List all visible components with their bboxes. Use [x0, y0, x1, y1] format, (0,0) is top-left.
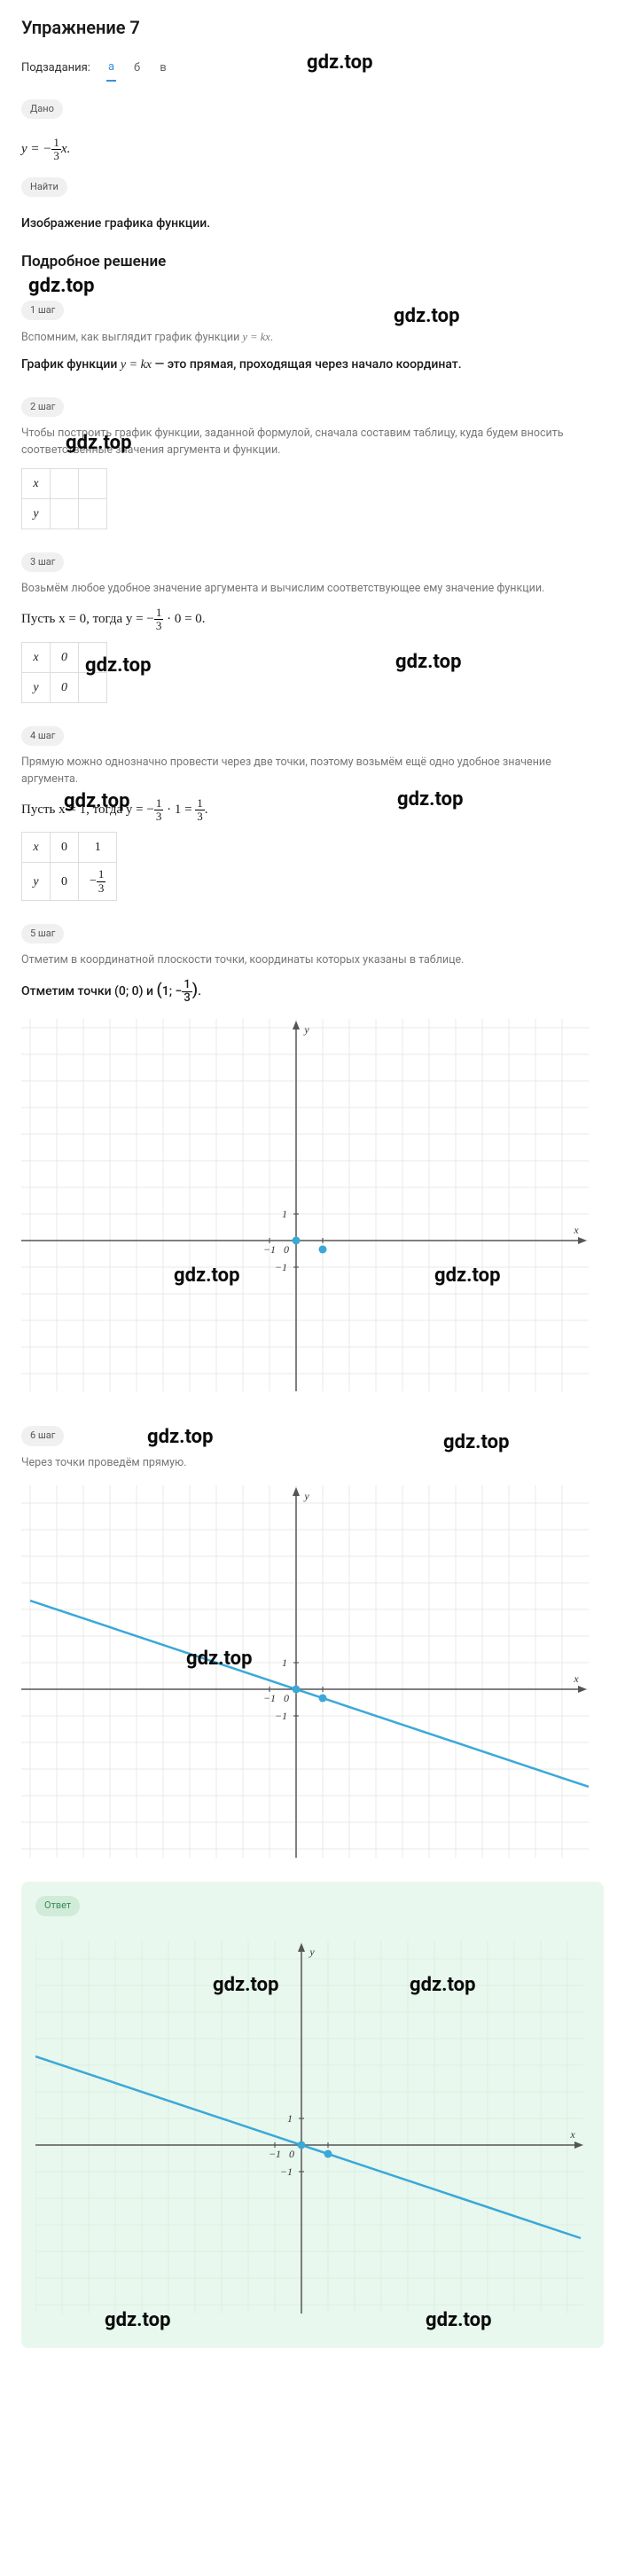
svg-text:1: 1 [282, 1208, 287, 1220]
watermark: gdz.top [147, 1422, 213, 1452]
step-5-desc: Отметим в координатной плоскости точки, … [21, 952, 604, 969]
answer-block: Ответ 1−11−10xy [21, 1882, 604, 2348]
step-2-desc: Чтобы построить график функции, заданной… [21, 426, 604, 459]
step-4-badge: 4 шаг [21, 726, 64, 747]
step-5-bold: Отметим точки (0; 0) и (1; −13). [21, 978, 604, 1005]
answer-label: Ответ [35, 1896, 80, 1916]
step-3-table: x0 y0 [21, 642, 107, 703]
step-5-badge: 5 шаг [21, 924, 64, 944]
svg-text:0: 0 [284, 1692, 289, 1704]
watermark: gdz.top [395, 647, 461, 677]
svg-text:1: 1 [282, 1656, 287, 1669]
watermark: gdz.top [394, 301, 459, 331]
page-title: Упражнение 7 [21, 14, 604, 41]
step-3-badge: 3 шаг [21, 552, 64, 573]
svg-text:1: 1 [287, 2112, 293, 2125]
svg-text:0: 0 [284, 1243, 289, 1256]
table-row: x01 [22, 833, 117, 863]
subtasks-label: Подзадания: [21, 59, 90, 77]
subtasks-row: Подзадания: а б в [21, 55, 604, 82]
table-row: x [22, 468, 107, 498]
step-1-desc: Вспомним, как выглядит график функции y … [21, 329, 604, 347]
given-label: Дано [21, 99, 63, 120]
graph-2: 1−11−10xy [21, 1485, 604, 1864]
svg-text:x: x [569, 2128, 575, 2141]
watermark: gdz.top [443, 1428, 509, 1457]
step-4-desc: Прямую можно однозначно провести через д… [21, 755, 604, 788]
svg-text:−1: −1 [280, 2165, 293, 2178]
find-label: Найти [21, 177, 67, 198]
step-4-table: x01 y0−13 [21, 832, 117, 901]
svg-text:−1: −1 [269, 2148, 281, 2160]
tab-a[interactable]: а [106, 55, 116, 82]
step-1-badge: 1 шаг [21, 301, 64, 321]
svg-text:−1: −1 [263, 1243, 276, 1256]
step-2-badge: 2 шаг [21, 397, 64, 418]
given-block: Дано y = −13x. [21, 99, 604, 163]
tab-v[interactable]: в [158, 56, 168, 81]
page-container: Упражнение 7 Подзадания: а б в Дано y = … [0, 0, 625, 2362]
find-block: Найти Изображение графика функции. [21, 177, 604, 234]
table-row: y [22, 498, 107, 529]
find-text: Изображение графика функции. [21, 215, 604, 233]
watermark: gdz.top [28, 271, 94, 301]
svg-text:y: y [309, 1946, 315, 1958]
step-4-formula: Пусть x = 1, тогда y = −13 · 1 = 13. [21, 797, 604, 824]
step-2-table: x y [21, 468, 107, 529]
table-row: x0 [22, 642, 107, 672]
graph-1: 1−11−10xy [21, 1019, 604, 1398]
svg-text:−1: −1 [263, 1692, 276, 1704]
svg-text:x: x [573, 1224, 579, 1236]
solution-title: Подробное решение [21, 251, 604, 274]
table-row: y0 [22, 672, 107, 702]
svg-text:0: 0 [289, 2148, 294, 2160]
step-3-formula: Пусть x = 0, тогда y = −13 · 0 = 0. [21, 607, 604, 633]
svg-text:y: y [303, 1023, 309, 1036]
step-6-desc: Через точки проведём прямую. [21, 1455, 604, 1472]
step-1-bold: График функции y = kx — это прямая, прох… [21, 356, 604, 374]
svg-text:−1: −1 [275, 1261, 287, 1273]
step-6-badge: 6 шаг [21, 1426, 64, 1446]
graph-3: 1−11−10xy [35, 1941, 590, 2320]
svg-text:x: x [573, 1672, 579, 1685]
step-3-desc: Возьмём любое удобное значение аргумента… [21, 581, 604, 598]
table-row: y0−13 [22, 863, 117, 901]
svg-text:−1: −1 [275, 1710, 287, 1722]
tab-b[interactable]: б [132, 56, 142, 81]
svg-text:y: y [303, 1490, 309, 1502]
given-formula: y = −13x. [21, 137, 604, 163]
